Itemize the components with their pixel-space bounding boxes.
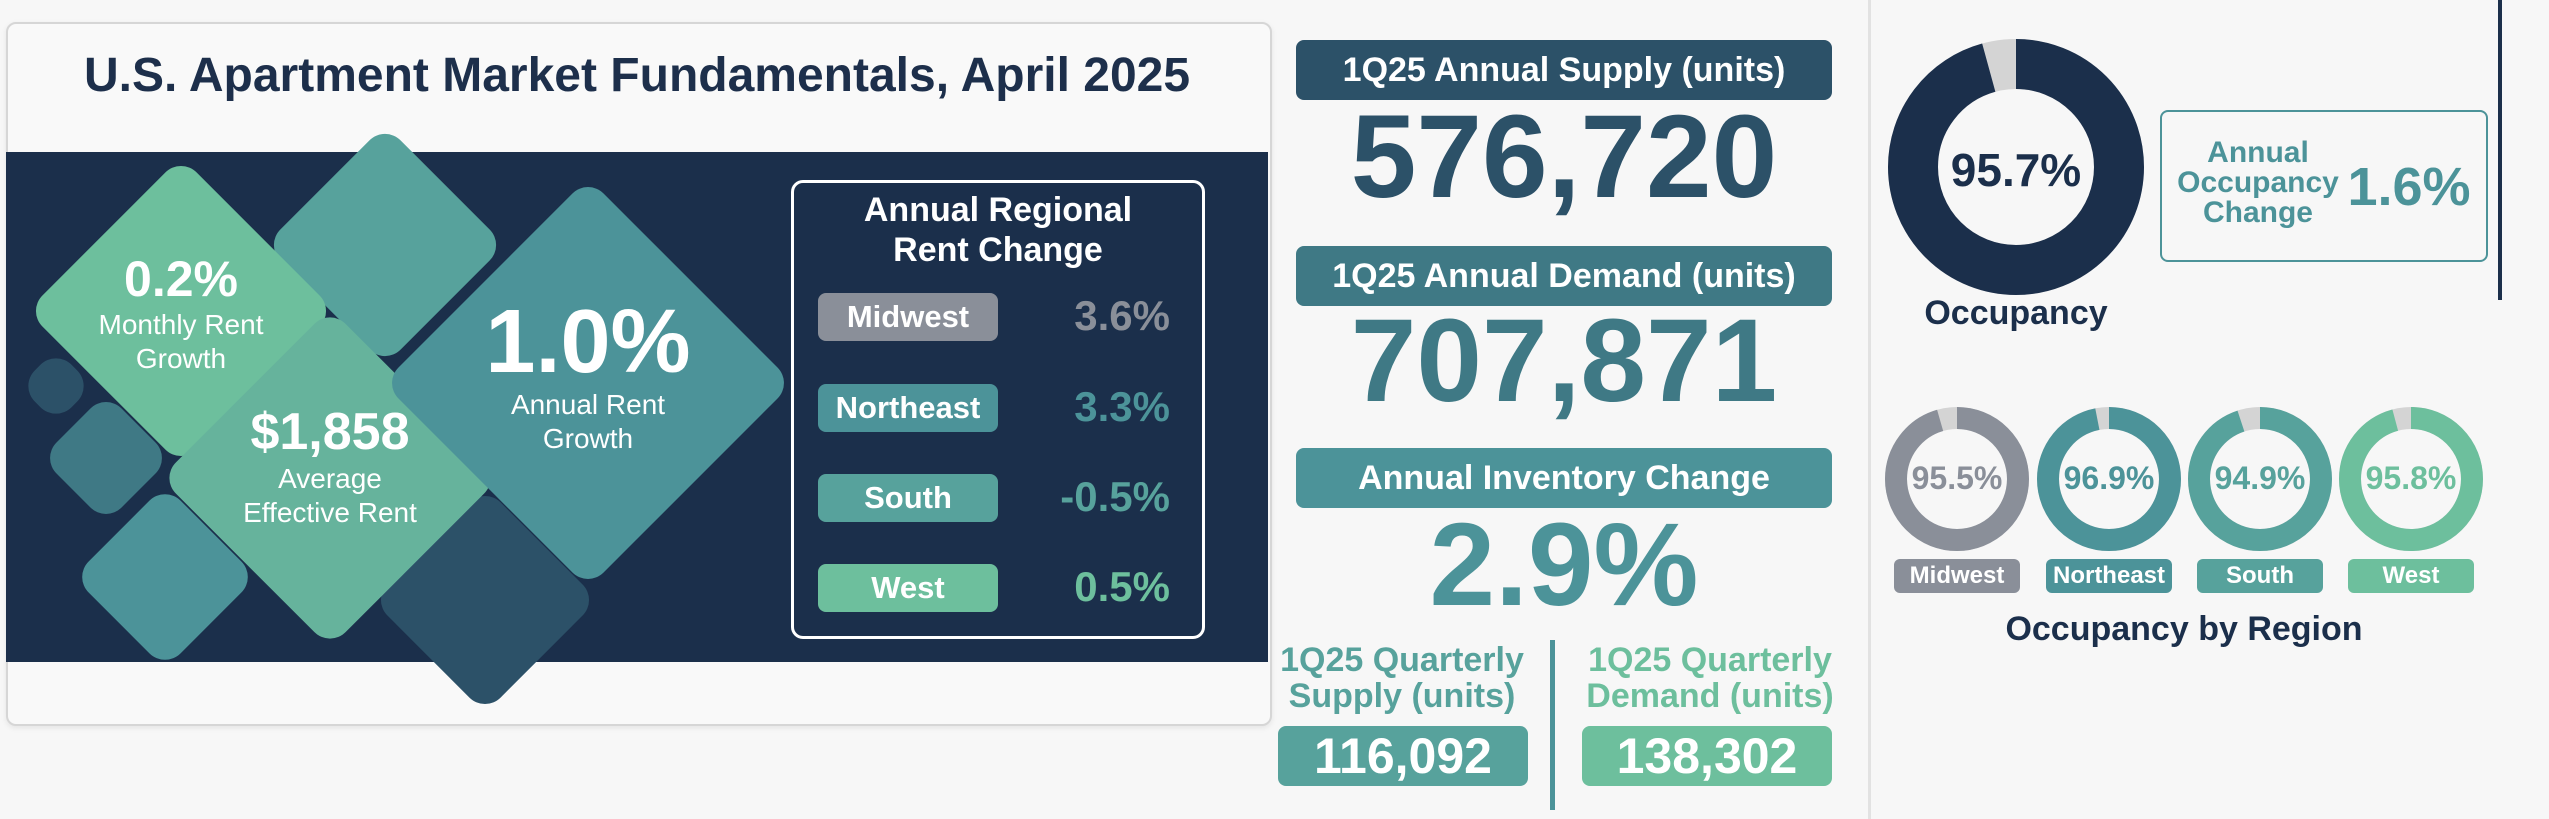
occupancy-change-label-3: Change [2202, 196, 2313, 229]
occupancy-donut-south [2188, 407, 2332, 551]
quarterly-supply-label: 1Q25 Quarterly Supply (units) [1262, 642, 1542, 714]
monthly-rent-growth: 0.2% Monthly Rent Growth [72, 250, 290, 376]
occupancy-value-northeast: 96.9% [2063, 460, 2155, 496]
average-effective-rent-value: $1,858 [250, 403, 410, 461]
quarterly-supply-value: 116,092 [1278, 726, 1528, 786]
annual-supply-label: 1Q25 Annual Supply (units) [1296, 40, 1832, 100]
west-donut-arc [2339, 407, 2483, 551]
occupancy-tag-south: South [2197, 559, 2323, 593]
annual-demand-value: 707,871 [1350, 295, 1778, 427]
quarterly-demand-label: 1Q25 Quarterly Demand (units) [1570, 642, 1850, 714]
monthly-rent-growth-value: 0.2% [124, 251, 238, 307]
quarterly-demand-label-2: Demand (units) [1586, 677, 1834, 715]
average-effective-rent-label-1: Average [278, 463, 382, 494]
quarterly-supply-label-2: Supply (units) [1288, 677, 1516, 715]
occupancy-donut [1888, 39, 2144, 295]
quarterly-demand-value: 138,302 [1582, 726, 1832, 786]
average-effective-rent: $1,858 Average Effective Rent [210, 402, 450, 530]
occupancy-donut-arc [1888, 39, 2144, 295]
annual-supply-value: 576,720 [1350, 91, 1778, 223]
midwest-donut-arc [1885, 407, 2029, 551]
regional-pill-midwest: Midwest [818, 293, 998, 341]
regional-rent-title-line-2: Rent Change [893, 231, 1103, 269]
northeast-donut-arc [2037, 407, 2181, 551]
panel-accent-bar [2498, 0, 2502, 300]
regional-value-south: -0.5% [1060, 473, 1170, 520]
inventory-change-value: 2.9% [1429, 499, 1699, 631]
annual-rent-growth: 1.0% Annual Rent Growth [443, 296, 733, 456]
occupancy-tag-northeast: Northeast [2046, 559, 2172, 593]
occupancy-value-midwest: 95.5% [1911, 460, 2003, 496]
south-donut-arc [2188, 407, 2332, 551]
occupancy-change-box [2160, 110, 2488, 262]
regional-pill-northeast: Northeast [818, 384, 998, 432]
occupancy-donut-northeast [2037, 407, 2181, 551]
occupancy-donut-west [2339, 407, 2483, 551]
occupancy-value-south: 94.9% [2214, 460, 2306, 496]
annual-rent-growth-label-1: Annual Rent [510, 389, 666, 420]
regional-value-west: 0.5% [1074, 563, 1170, 610]
occupancy-tag-midwest: Midwest [1894, 559, 2020, 593]
monthly-rent-growth-label-1: Monthly Rent [98, 309, 264, 340]
annual-rent-growth-value: 1.0% [485, 292, 691, 392]
panel-divider [1868, 0, 1871, 819]
quarterly-divider [1550, 640, 1555, 810]
quarterly-supply-label-1: 1Q25 Quarterly [1280, 641, 1524, 679]
quarterly-demand-label-1: 1Q25 Quarterly [1588, 641, 1832, 679]
annual-rent-growth-label-2: Growth [542, 423, 634, 454]
regional-rent-title: Annual Regional Rent Change [791, 190, 1205, 270]
occupancy-by-region-title: Occupancy by Region [2005, 610, 2363, 648]
occupancy-value: 95.7% [1950, 144, 2082, 196]
regional-pill-west: West [818, 564, 998, 612]
occupancy-tag-west: West [2348, 559, 2474, 593]
occupancy-value-west: 95.8% [2365, 460, 2457, 496]
regional-pill-south: South [818, 474, 998, 522]
regional-rent-title-line-1: Annual Regional [863, 191, 1133, 229]
occupancy-change-label-1: Annual [2207, 136, 2309, 169]
occupancy-change-label: Annual Occupancy Change [2170, 138, 2346, 228]
annual-demand-label: 1Q25 Annual Demand (units) [1296, 246, 1832, 306]
page-title: U.S. Apartment Market Fundamentals, Apri… [83, 49, 1191, 102]
occupancy-change-value: 1.6% [2347, 157, 2471, 217]
regional-value-northeast: 3.3% [1074, 383, 1170, 430]
regional-value-midwest: 3.6% [1074, 292, 1170, 339]
occupancy-label: Occupancy [1924, 294, 2108, 332]
occupancy-donut-midwest [1885, 407, 2029, 551]
inventory-change-label: Annual Inventory Change [1296, 448, 1832, 508]
average-effective-rent-label-2: Effective Rent [243, 497, 417, 528]
occupancy-change-label-2: Occupancy [2177, 166, 2339, 199]
monthly-rent-growth-label-2: Growth [135, 343, 227, 374]
